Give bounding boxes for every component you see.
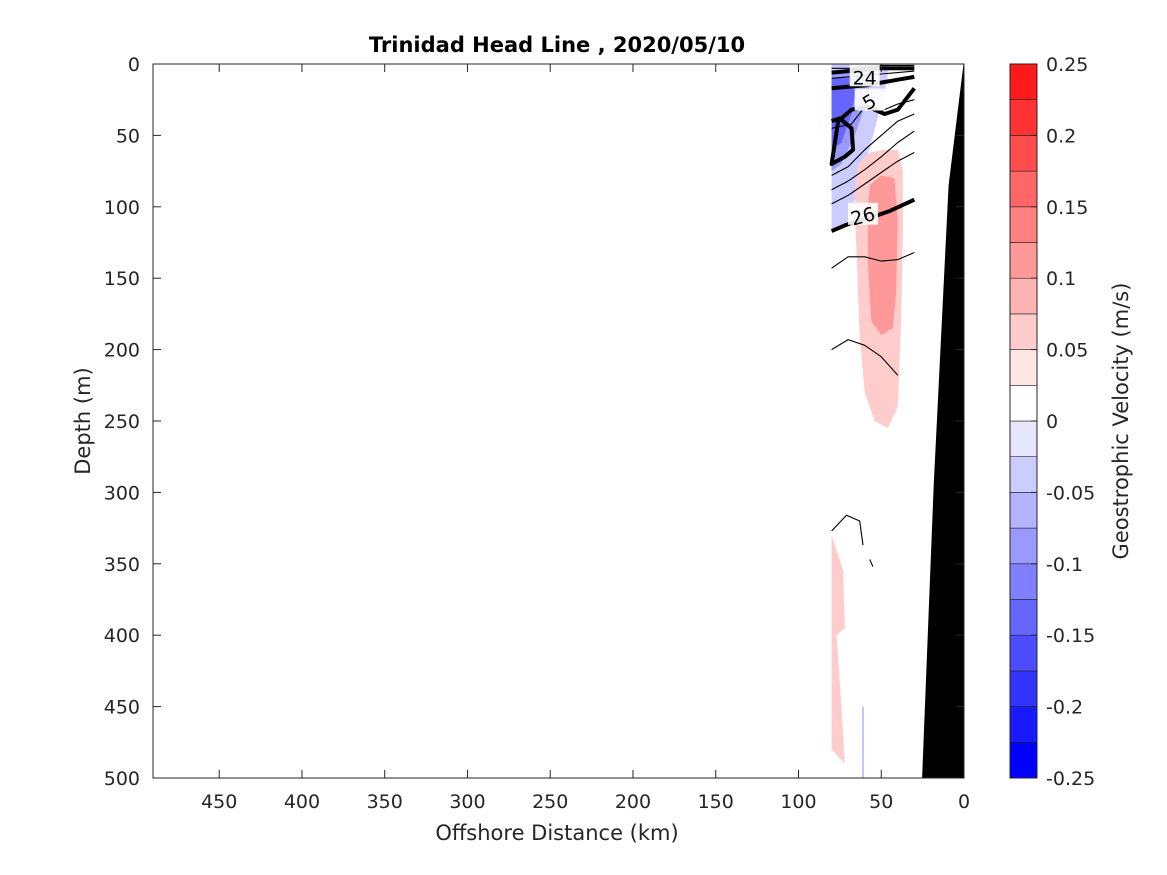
colorbar-segment-5 bbox=[1009, 563, 1038, 600]
contour-label-background-0 bbox=[849, 64, 880, 87]
colorbar-segment-1 bbox=[1009, 706, 1038, 743]
isopycnal-4 bbox=[829, 87, 916, 166]
y-tick-label-10: 500 bbox=[104, 768, 140, 790]
y-tick-label-8: 400 bbox=[104, 625, 140, 647]
colorbar-tick-label-8: -0.15 bbox=[1046, 625, 1095, 647]
plot-background bbox=[153, 64, 964, 778]
x-tick-label-3: 300 bbox=[449, 791, 485, 813]
colorbar-ticks: 0.25 0.2 0.15 0.1 0.05 0 -0.05 -0.1 -0.15 -0.2 -0.… bbox=[1031, 54, 1095, 790]
colorbar-segment-6 bbox=[1009, 527, 1038, 565]
y-tick-label-2: 100 bbox=[104, 197, 140, 219]
colorbar-segment-12 bbox=[1009, 313, 1038, 350]
y-tick-label-6: 300 bbox=[104, 482, 140, 504]
y-tick-label-1: 50 bbox=[116, 125, 140, 147]
colorbar-segment-16 bbox=[1009, 170, 1038, 208]
chart-title: Trinidad Head Line , 2020/05/10 bbox=[369, 33, 745, 57]
colorbar-label: Geostrophic Velocity (m/s) bbox=[1109, 283, 1133, 560]
y-axis-label: Depth (m) bbox=[71, 367, 95, 474]
x-axis-label: Offshore Distance (km) bbox=[435, 821, 678, 845]
colorbar-tick-label-1: 0.2 bbox=[1046, 125, 1076, 147]
colorbar-segment-4 bbox=[1009, 599, 1038, 636]
colorbar-tick-label-5: 0 bbox=[1046, 411, 1058, 433]
colorbar: 0.25 0.2 0.15 0.1 0.05 0 -0.05 -0.1 -0.15 -0.2 -0.… bbox=[1009, 54, 1133, 790]
colorbar-segment-7 bbox=[1009, 492, 1038, 529]
isopycnal-7 bbox=[831, 130, 915, 191]
colorbar-segment-8 bbox=[1009, 456, 1038, 493]
colorbar-segment-11 bbox=[1009, 349, 1038, 386]
colorbar-segment-2 bbox=[1009, 670, 1038, 707]
colorbar-segment-0 bbox=[1009, 741, 1038, 779]
isopycnal-11 bbox=[831, 339, 899, 376]
isopycnal-8 bbox=[831, 152, 915, 205]
colorbar-tick-label-0: 0.25 bbox=[1046, 54, 1088, 76]
y-tick-label-4: 200 bbox=[104, 340, 140, 362]
colorbar-tick-label-3: 0.1 bbox=[1046, 268, 1076, 290]
isopycnal-13 bbox=[869, 559, 874, 567]
x-tick-label-4: 250 bbox=[532, 791, 568, 813]
contour-label-0: 24 bbox=[853, 67, 877, 89]
colorbar-segment-17 bbox=[1009, 135, 1038, 172]
y-tick-label-0: 0 bbox=[128, 54, 140, 76]
colorbar-tick-label-9: -0.2 bbox=[1046, 697, 1083, 719]
y-axis: 0 50 100 150 200 250 300 350 400 450 500 bbox=[104, 54, 964, 790]
x-tick-label-2: 350 bbox=[367, 791, 403, 813]
colorbar-tick-label-2: 0.15 bbox=[1046, 197, 1088, 219]
x-tick-label-9: 0 bbox=[958, 791, 970, 813]
x-axis: 450 400 350 300 250 200 150 100 50 0 bbox=[201, 64, 970, 813]
colorbar-segment-19 bbox=[1009, 63, 1038, 101]
isopycnal-10 bbox=[831, 251, 915, 269]
contour-label-background-1 bbox=[854, 88, 885, 111]
colorbar-segment-15 bbox=[1009, 206, 1038, 243]
colorbar-segment-3 bbox=[1009, 634, 1038, 672]
y-tick-label-7: 350 bbox=[104, 554, 140, 576]
colorbar-segment-14 bbox=[1009, 242, 1038, 279]
colorbar-segment-10 bbox=[1009, 384, 1038, 422]
x-tick-label-8: 50 bbox=[869, 791, 893, 813]
velocity-region-5 bbox=[831, 535, 845, 764]
x-tick-label-6: 150 bbox=[698, 791, 734, 813]
x-tick-label-1: 400 bbox=[284, 791, 320, 813]
isopycnal-12 bbox=[831, 514, 864, 546]
contour-label-background-2 bbox=[848, 202, 879, 225]
isopycnal-6 bbox=[831, 113, 915, 176]
colorbar-segment-9 bbox=[1009, 420, 1038, 458]
y-tick-label-3: 150 bbox=[104, 268, 140, 290]
x-tick-label-0: 450 bbox=[201, 791, 237, 813]
x-tick-label-5: 200 bbox=[615, 791, 651, 813]
x-tick-label-7: 100 bbox=[780, 791, 816, 813]
y-tick-label-9: 450 bbox=[104, 697, 140, 719]
velocity-region-4 bbox=[868, 175, 898, 336]
colorbar-segment-18 bbox=[1009, 99, 1038, 136]
colorbar-tick-label-6: -0.05 bbox=[1046, 482, 1095, 504]
colorbar-tick-label-7: -0.1 bbox=[1046, 554, 1083, 576]
y-tick-label-5: 250 bbox=[104, 411, 140, 433]
colorbar-tick-label-4: 0.05 bbox=[1046, 340, 1088, 362]
colorbar-tick-label-10: -0.25 bbox=[1046, 768, 1095, 790]
colorbar-segment-13 bbox=[1009, 277, 1038, 315]
